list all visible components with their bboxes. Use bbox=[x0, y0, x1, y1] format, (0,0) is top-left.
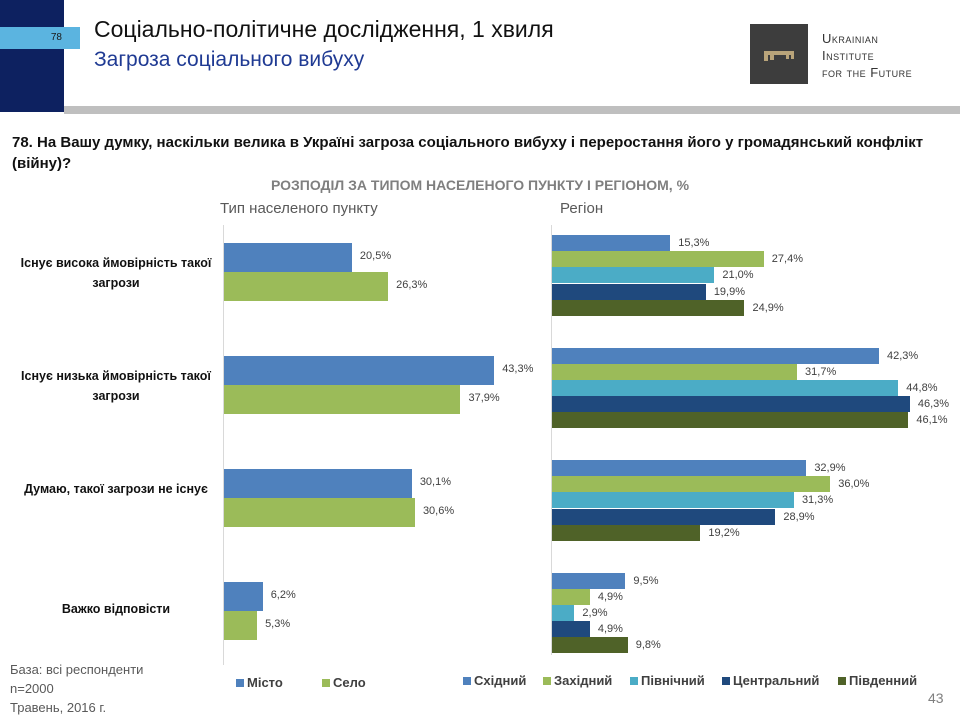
bar bbox=[224, 611, 258, 640]
category-label: Існує низька ймовірність такої загрози bbox=[21, 369, 211, 403]
data-label: 20,5% bbox=[359, 250, 392, 262]
data-label: 2,9% bbox=[582, 606, 608, 619]
bar bbox=[552, 476, 831, 493]
data-label: 36,0% bbox=[838, 478, 870, 491]
data-label: 43,3% bbox=[502, 363, 534, 375]
legend-swatch bbox=[463, 676, 471, 685]
sidebar-band bbox=[0, 0, 64, 112]
page-title: Соціально-політичне дослідження, 1 хвиля bbox=[94, 16, 554, 42]
bar bbox=[224, 243, 352, 272]
legend-item-center: Центральний bbox=[722, 673, 819, 688]
data-label: 24,9% bbox=[752, 301, 784, 314]
data-label: 6,2% bbox=[270, 589, 296, 601]
data-label: 28,9% bbox=[783, 510, 815, 523]
bar bbox=[224, 469, 412, 498]
data-label: 42,3% bbox=[886, 349, 919, 362]
bar bbox=[224, 356, 495, 385]
bar bbox=[224, 385, 461, 414]
bar bbox=[552, 363, 798, 380]
legend-item-south: Південний bbox=[838, 673, 917, 688]
legend-swatch bbox=[630, 676, 638, 685]
axis-right bbox=[551, 225, 552, 655]
bar bbox=[552, 283, 706, 300]
page-number: 43 bbox=[928, 690, 944, 706]
category-label: Існує висока ймовірність такої загрози bbox=[20, 256, 212, 290]
logo-text: Ukrainian Institute for the Future bbox=[822, 31, 913, 80]
legend-swatch bbox=[236, 678, 244, 687]
chart-subtitle-region: Регіон bbox=[560, 200, 604, 217]
data-label: 46,3% bbox=[917, 398, 950, 411]
bar bbox=[552, 267, 715, 284]
bar bbox=[552, 492, 794, 509]
footer-note: База: всі респонденти n=2000 Травень, 2016… bbox=[10, 662, 144, 715]
data-label: 9,8% bbox=[635, 639, 661, 652]
legend-item-west: Західний bbox=[543, 673, 612, 688]
data-label: 44,8% bbox=[906, 381, 938, 394]
legend-swatch bbox=[322, 678, 330, 687]
bar bbox=[552, 524, 701, 541]
bar bbox=[552, 412, 909, 429]
bar bbox=[224, 582, 263, 611]
header-divider bbox=[64, 106, 960, 114]
data-label: 26,3% bbox=[396, 279, 428, 291]
data-label: 30,1% bbox=[419, 476, 452, 488]
bar bbox=[552, 637, 628, 654]
legend-item-misto: Місто bbox=[236, 675, 283, 690]
axis-left bbox=[223, 225, 224, 665]
data-label: 30,6% bbox=[422, 505, 455, 517]
legend-item-east: Східний bbox=[463, 673, 526, 688]
data-label: 37,9% bbox=[468, 392, 500, 404]
bar bbox=[552, 251, 764, 268]
data-label: 9,5% bbox=[633, 574, 659, 587]
page-subtitle: Загроза соціального вибуху bbox=[94, 48, 365, 71]
legend-swatch bbox=[543, 676, 551, 685]
legend-item-north: Північний bbox=[630, 673, 705, 688]
data-label: 31,3% bbox=[801, 494, 834, 507]
bar bbox=[552, 396, 910, 413]
bar bbox=[224, 272, 389, 301]
slide-number: 78 bbox=[0, 27, 80, 49]
key-logo-icon bbox=[750, 24, 808, 84]
bar bbox=[552, 379, 899, 396]
bar bbox=[552, 572, 626, 589]
bar bbox=[552, 621, 590, 638]
category-label: Думаю, такої загрози не існує bbox=[24, 482, 208, 496]
bar bbox=[552, 508, 776, 525]
legend-swatch bbox=[722, 676, 730, 685]
bar bbox=[552, 604, 575, 621]
bar bbox=[552, 588, 590, 605]
bar bbox=[224, 498, 415, 527]
question-text: 78. На Вашу думку, наскільки велика в Ук… bbox=[12, 134, 924, 172]
category-label: Важко відповісти bbox=[61, 602, 171, 616]
data-label: 27,4% bbox=[771, 253, 803, 266]
data-label: 46,1% bbox=[916, 414, 948, 427]
data-label: 19,2% bbox=[708, 526, 740, 539]
data-label: 21,0% bbox=[722, 269, 754, 282]
bar bbox=[552, 347, 879, 364]
chart-title: РОЗПОДІЛ ЗА ТИПОМ НАСЕЛЕНОГО ПУНКТУ І РЕ… bbox=[270, 177, 690, 193]
bar bbox=[552, 235, 671, 251]
data-label: 19,9% bbox=[713, 285, 746, 298]
bar bbox=[552, 460, 807, 476]
data-label: 5,3% bbox=[265, 618, 291, 630]
data-label: 32,9% bbox=[814, 462, 846, 474]
data-label: 4,9% bbox=[597, 590, 623, 603]
legend-swatch bbox=[838, 676, 846, 685]
data-label: 15,3% bbox=[678, 237, 710, 249]
data-label: 4,9% bbox=[597, 623, 623, 636]
bar bbox=[552, 299, 745, 316]
chart-subtitle-settlement: Тип населеного пункту bbox=[220, 200, 378, 217]
legend-item-selo: Село bbox=[322, 675, 366, 690]
data-label: 31,7% bbox=[805, 365, 837, 378]
